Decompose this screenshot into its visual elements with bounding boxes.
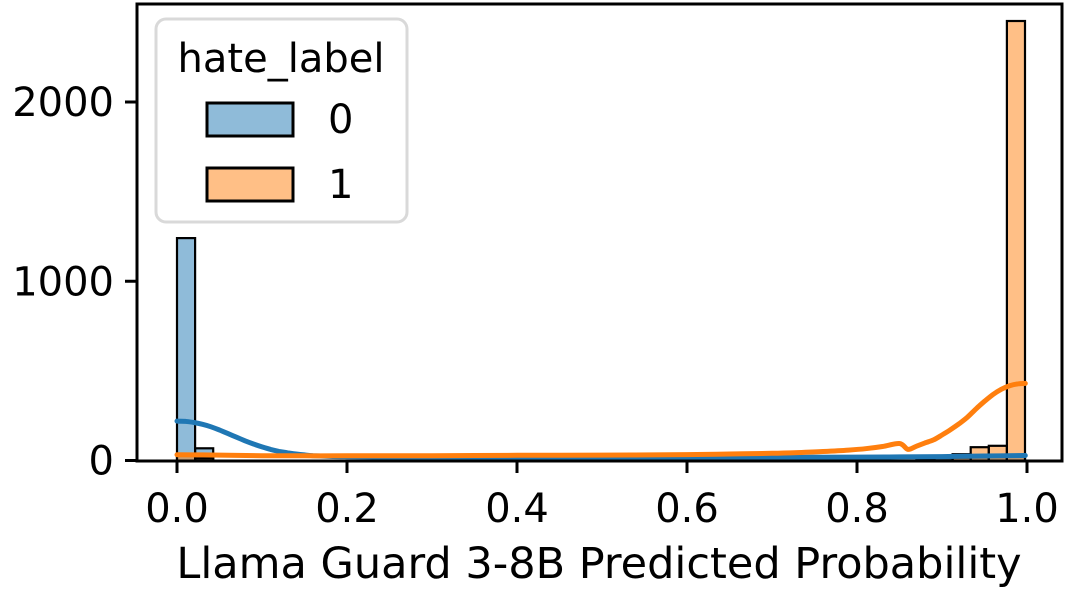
plot-border: [135, 2, 1064, 463]
hist-bar-label1: [1005, 19, 1027, 463]
x-axis-label: Llama Guard 3-8B Predicted Probability: [176, 539, 1021, 589]
ticks-layer: 0.0 0.2 0.4 0.6 0.8 1.0 0 1000 2000: [12, 80, 1059, 532]
kde-curve-label0: [174, 418, 1028, 460]
y-tick-label: 1000: [12, 259, 114, 305]
legend-swatch-0: [205, 101, 295, 138]
legend-entry-label-1: 1: [328, 162, 353, 208]
x-tick-label: 0.6: [655, 486, 719, 532]
legend: hate_label 0 1: [154, 17, 409, 224]
hist-bar-label0: [175, 237, 197, 463]
kde-layer: [174, 380, 1028, 460]
x-tick-label: 0.8: [825, 486, 889, 532]
legend-entry-label-0: 0: [328, 97, 353, 143]
x-tick-label: 0.4: [485, 486, 549, 532]
legend-swatch-1: [205, 166, 295, 203]
x-tick-label: 0.0: [145, 486, 209, 532]
y-tick-label: 2000: [12, 80, 114, 126]
x-tick-label: 0.2: [315, 486, 379, 532]
y-tick-label: 0: [89, 439, 114, 485]
legend-title: hate_label: [178, 36, 385, 82]
kde-curve-label1: [174, 380, 1028, 459]
x-tick-label: 1.0: [995, 486, 1059, 532]
